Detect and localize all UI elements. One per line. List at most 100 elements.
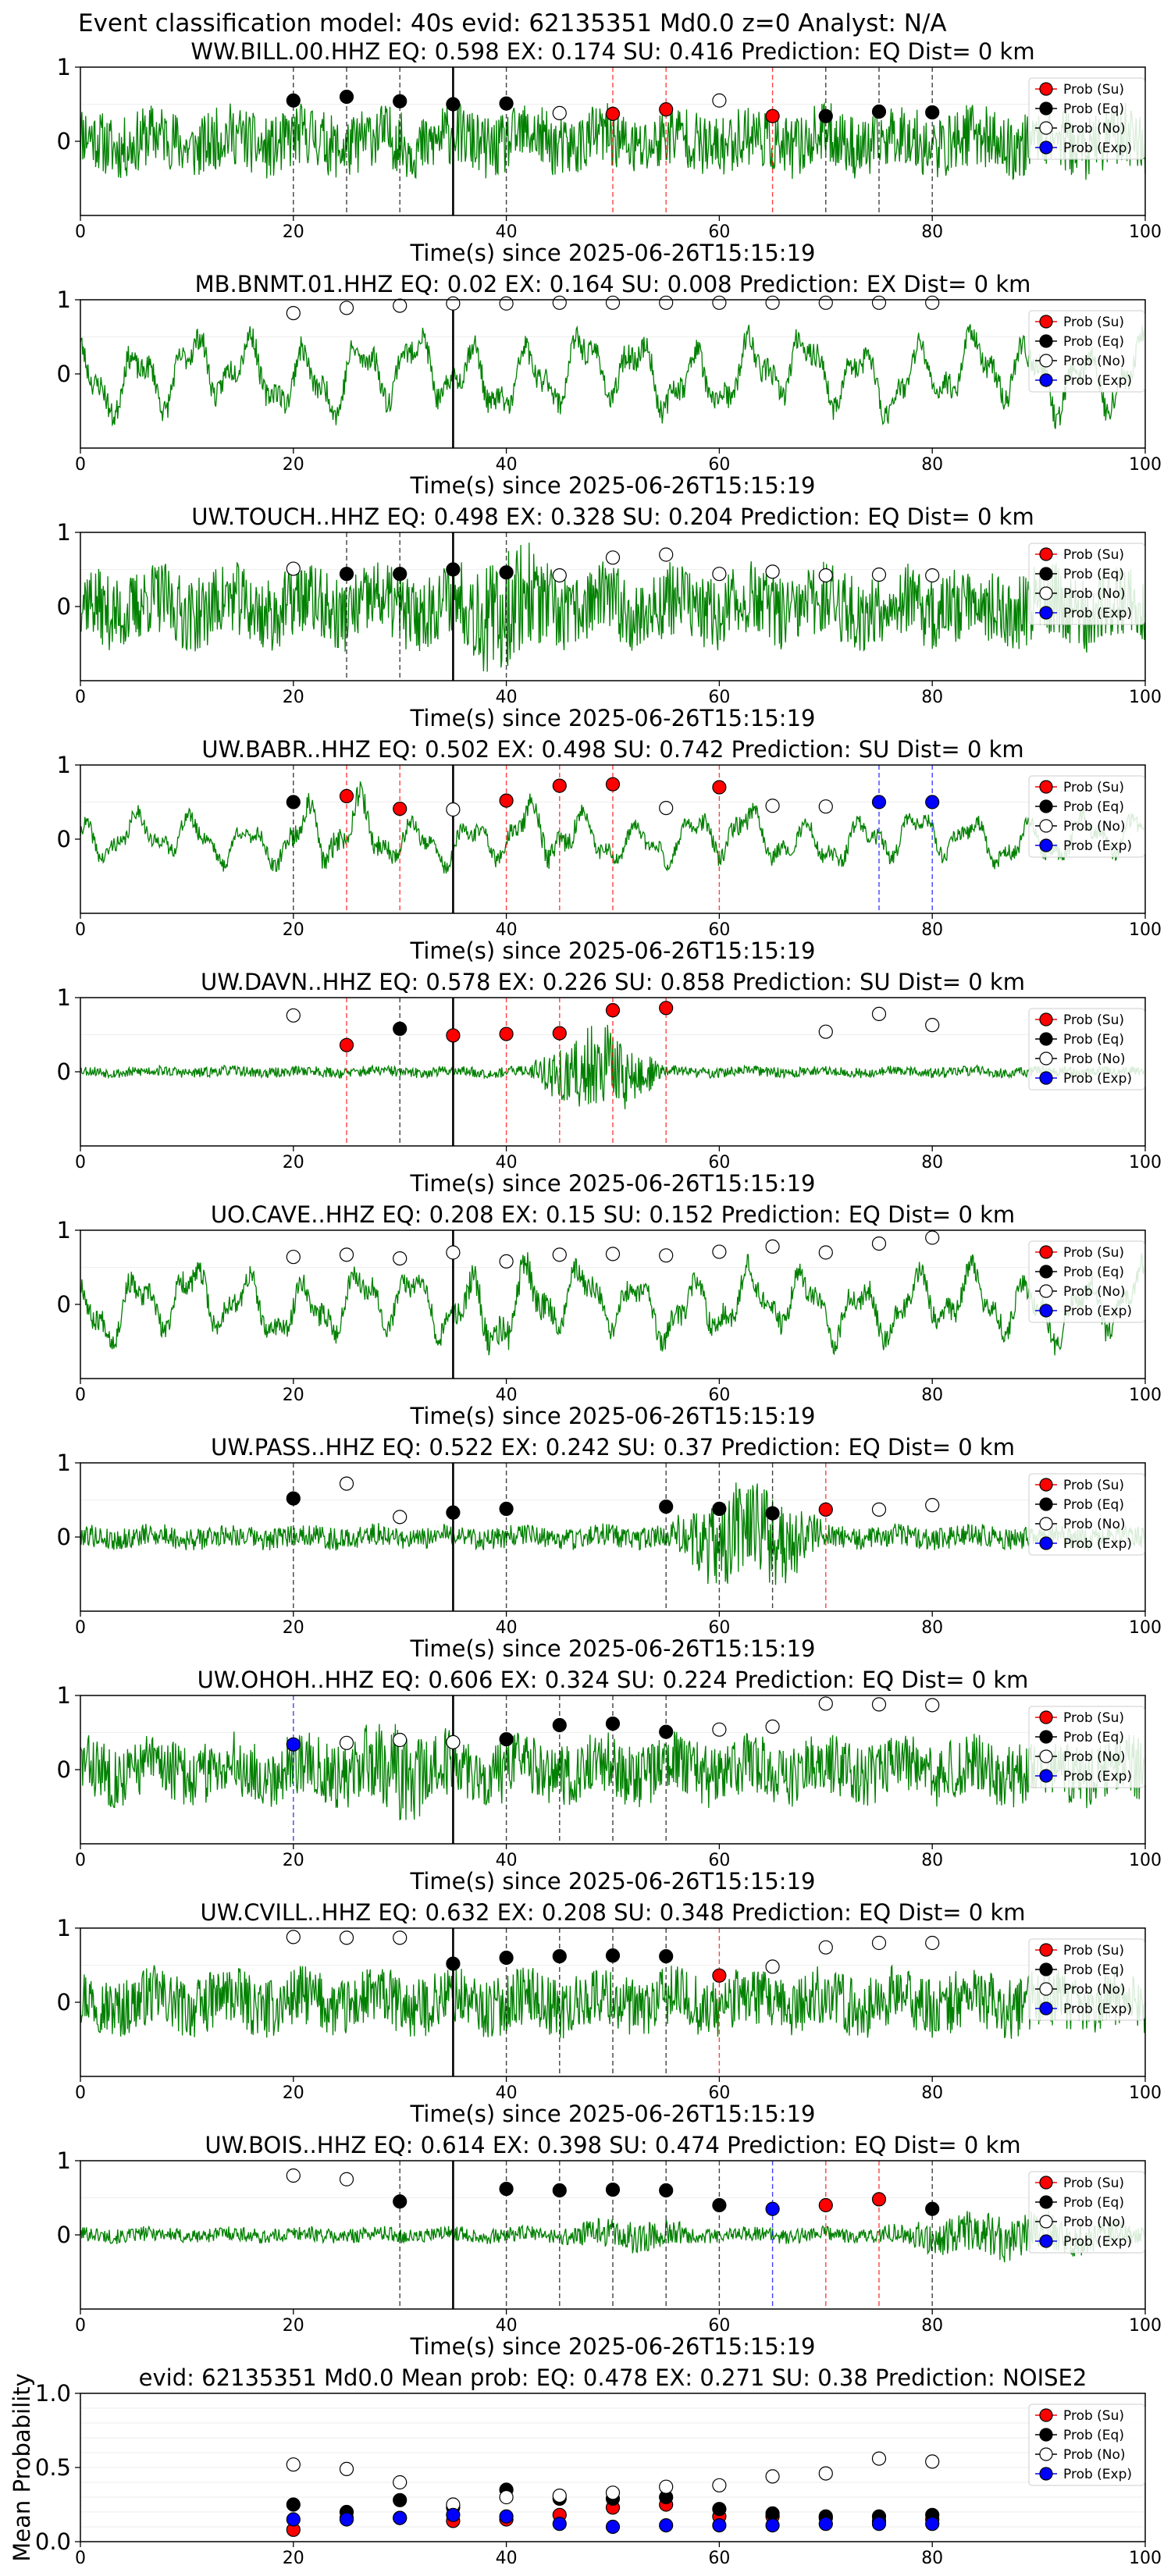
panel-5: UW.DAVN..HHZ EQ: 0.578 EX: 0.226 SU: 0.8… <box>57 969 1162 1197</box>
legend-item-exp: Prob (Exp) <box>1035 2234 1132 2250</box>
prob-marker-su <box>339 788 354 804</box>
prob-marker-eq <box>712 1501 727 1517</box>
prob-marker-eq <box>499 1731 514 1747</box>
legend-item-no: Prob (No) <box>1035 121 1126 137</box>
prob-marker-no <box>552 1247 567 1262</box>
prob-marker-exp <box>765 2201 780 2216</box>
x-axis-label: Time(s) since 2025-06-26T15:15:19 <box>410 472 816 499</box>
prob-marker-no <box>446 1735 461 1749</box>
prob-marker-no <box>712 1722 727 1737</box>
prob-marker-eq <box>552 1717 567 1733</box>
x-tick-label: 0 <box>75 688 86 707</box>
prob-marker-no <box>871 295 887 310</box>
legend-item-eq: Prob (Eq) <box>1035 1497 1124 1513</box>
x-tick-label: 40 <box>496 2316 518 2336</box>
prob-marker-no <box>871 1935 887 1951</box>
prob-marker-no <box>871 568 887 582</box>
prob-marker-no <box>712 567 727 582</box>
prob-marker-eq <box>605 1717 621 1731</box>
x-tick-label: 60 <box>708 222 730 242</box>
prob-marker-no <box>339 1735 354 1750</box>
mean-prob-marker-no <box>712 2478 727 2492</box>
x-tick-label: 100 <box>1129 1618 1162 1638</box>
prob-marker-eq <box>446 97 461 112</box>
x-tick-label: 100 <box>1129 1153 1162 1172</box>
x-tick-label: 100 <box>1129 1851 1162 1870</box>
x-tick-label: 60 <box>708 1851 730 1870</box>
y-tick-label: 1 <box>57 1682 71 1709</box>
mean-prob-marker-exp <box>339 2512 354 2527</box>
x-axis-label: Time(s) since 2025-06-26T15:15:19 <box>410 938 816 964</box>
x-tick-label: 20 <box>283 2549 304 2568</box>
x-tick-label: 80 <box>921 2316 943 2336</box>
legend: Prob (Su) Prob (Eq) Prob (No) Prob (Exp) <box>1028 543 1145 625</box>
legend-label: Prob (Su) <box>1063 1478 1124 1493</box>
prob-marker-no <box>552 105 567 120</box>
legend-label: Prob (No) <box>1063 1517 1126 1532</box>
x-tick-label: 0 <box>75 2549 86 2568</box>
prob-marker-no <box>499 1254 514 1269</box>
x-tick-label: 80 <box>921 1153 943 1172</box>
y-tick-label: 0 <box>57 361 71 387</box>
legend-item-exp: Prob (Exp) <box>1035 1304 1132 1319</box>
prob-marker-no <box>393 1732 408 1748</box>
y-tick-label: 1 <box>57 286 71 313</box>
prob-marker-eq <box>552 2183 567 2198</box>
x-tick-label: 60 <box>708 2549 730 2568</box>
legend-item-su: Prob (Su) <box>1035 1710 1124 1726</box>
prob-marker-eq <box>605 2182 621 2197</box>
x-tick-label: 40 <box>496 1386 518 1405</box>
legend: Prob (Su) Prob (Eq) Prob (No) Prob (Exp) <box>1028 2403 1145 2486</box>
legend-item-no: Prob (No) <box>1035 1517 1126 1532</box>
legend: Prob (Su) Prob (Eq) Prob (No) Prob (Exp) <box>1028 2171 1145 2254</box>
mean-prob-marker-exp <box>286 2512 301 2527</box>
prob-marker-eq <box>499 1501 514 1517</box>
legend-label: Prob (Exp) <box>1063 606 1132 621</box>
prob-marker-eq <box>659 1949 674 1964</box>
legend-label: Prob (Eq) <box>1063 1962 1124 1978</box>
x-tick-label: 40 <box>496 222 518 242</box>
prob-marker-eq <box>605 1948 621 1963</box>
legend-label: Prob (Su) <box>1063 1710 1124 1726</box>
legend-label: Prob (Exp) <box>1063 1071 1132 1087</box>
prob-marker-eq <box>765 1506 780 1521</box>
prob-marker-no <box>446 802 461 817</box>
y-tick-label: 0.0 <box>35 2528 71 2555</box>
prob-marker-no <box>393 1251 408 1266</box>
x-tick-label: 60 <box>708 920 730 940</box>
prob-marker-eq <box>659 1499 674 1514</box>
legend-label: Prob (Exp) <box>1063 2001 1132 2017</box>
panel-title: UO.CAVE..HHZ EQ: 0.208 EX: 0.15 SU: 0.15… <box>211 1201 1015 1228</box>
x-tick-label: 60 <box>708 2316 730 2336</box>
prob-marker-no <box>286 2168 301 2183</box>
x-tick-label: 80 <box>921 1851 943 1870</box>
legend-item-no: Prob (No) <box>1035 586 1126 602</box>
prob-marker-su <box>339 1037 354 1052</box>
prob-marker-eq <box>393 1021 408 1037</box>
y-axis-label: Mean Probability <box>9 2373 35 2562</box>
mean-prob-marker-eq <box>765 2506 780 2521</box>
prob-marker-exp <box>286 1737 301 1752</box>
y-tick-label: 1 <box>57 1915 71 1941</box>
prob-marker-su <box>552 1026 567 1041</box>
legend-label: Prob (Eq) <box>1063 1265 1124 1280</box>
y-tick-label: 0 <box>57 1059 71 1085</box>
prob-marker-su <box>712 1968 727 1983</box>
y-tick-label: 1.0 <box>35 2380 71 2407</box>
prob-marker-no <box>393 298 408 313</box>
x-tick-label: 80 <box>921 1386 943 1405</box>
x-tick-label: 100 <box>1129 920 1162 940</box>
legend-label: Prob (Exp) <box>1063 1536 1132 1552</box>
prob-marker-eq <box>712 2197 727 2213</box>
prob-marker-no <box>339 1476 354 1491</box>
prob-marker-eq <box>499 96 514 111</box>
legend-item-exp: Prob (Exp) <box>1035 1536 1132 1552</box>
legend-label: Prob (No) <box>1063 2215 1126 2230</box>
prob-marker-no <box>818 295 833 310</box>
y-tick-label: 0 <box>57 1756 71 1783</box>
mean-prob-marker-exp <box>446 2507 461 2522</box>
y-tick-label: 1 <box>57 1217 71 1244</box>
prob-marker-no <box>552 568 567 583</box>
panel-1: WW.BILL.00.HHZ EQ: 0.598 EX: 0.174 SU: 0… <box>57 38 1162 266</box>
prob-marker-eq <box>286 795 301 809</box>
